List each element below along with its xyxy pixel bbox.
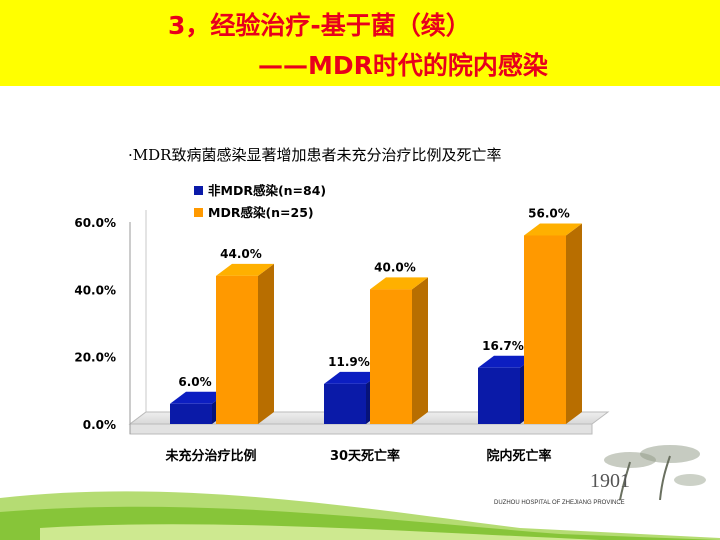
- x-category-label: 30天死亡率: [330, 448, 400, 464]
- data-label: 11.9%: [328, 355, 370, 369]
- y-tick-label: 20.0%: [74, 351, 116, 365]
- data-label: 16.7%: [482, 339, 524, 353]
- data-label: 6.0%: [178, 375, 211, 389]
- logo-year: 1901: [590, 470, 630, 492]
- data-label: 44.0%: [220, 247, 262, 261]
- slide-title: 3，经验治疗-基于菌（续）: [168, 11, 471, 40]
- bar-mdr-2: [524, 223, 582, 424]
- y-tick-label: 40.0%: [74, 283, 116, 297]
- bar-mdr-1: [370, 277, 428, 424]
- chart-floor-front: [129, 423, 593, 435]
- bar-chart: 0.0% 20.0% 40.0% 60.0% 6.0% 44.0% 未充分治疗比例 11.9…: [74, 183, 610, 464]
- bullet-text: ·MDR致病菌感染显著增加患者未充分治疗比例及死亡率: [128, 146, 502, 164]
- x-category-label: 未充分治疗比例: [164, 448, 256, 464]
- logo-caption: DUZHOU HOSPITAL OF ZHEJIANG PROVINCE: [494, 500, 625, 506]
- y-tick-label: 0.0%: [83, 418, 116, 432]
- legend-swatch: [194, 186, 203, 195]
- slide-subtitle-line: ——MDR时代的院内感染: [258, 51, 548, 80]
- x-category-label: 院内死亡率: [486, 448, 551, 464]
- legend-entry: 非MDR感染(n=84): [208, 183, 326, 198]
- hospital-logo-icon: [604, 445, 706, 500]
- chart-wall: [129, 210, 147, 425]
- bar-mdr-0: [216, 263, 274, 424]
- data-label: 40.0%: [374, 260, 416, 274]
- title-band: 3，经验治疗-基于菌（续） ——MDR时代的院内感染: [0, 0, 720, 86]
- legend-entry: MDR感染(n=25): [208, 205, 314, 220]
- decorative-swoosh: [0, 491, 720, 540]
- data-label: 56.0%: [528, 206, 570, 220]
- y-tick-label: 60.0%: [74, 216, 116, 230]
- legend-swatch: [194, 208, 203, 217]
